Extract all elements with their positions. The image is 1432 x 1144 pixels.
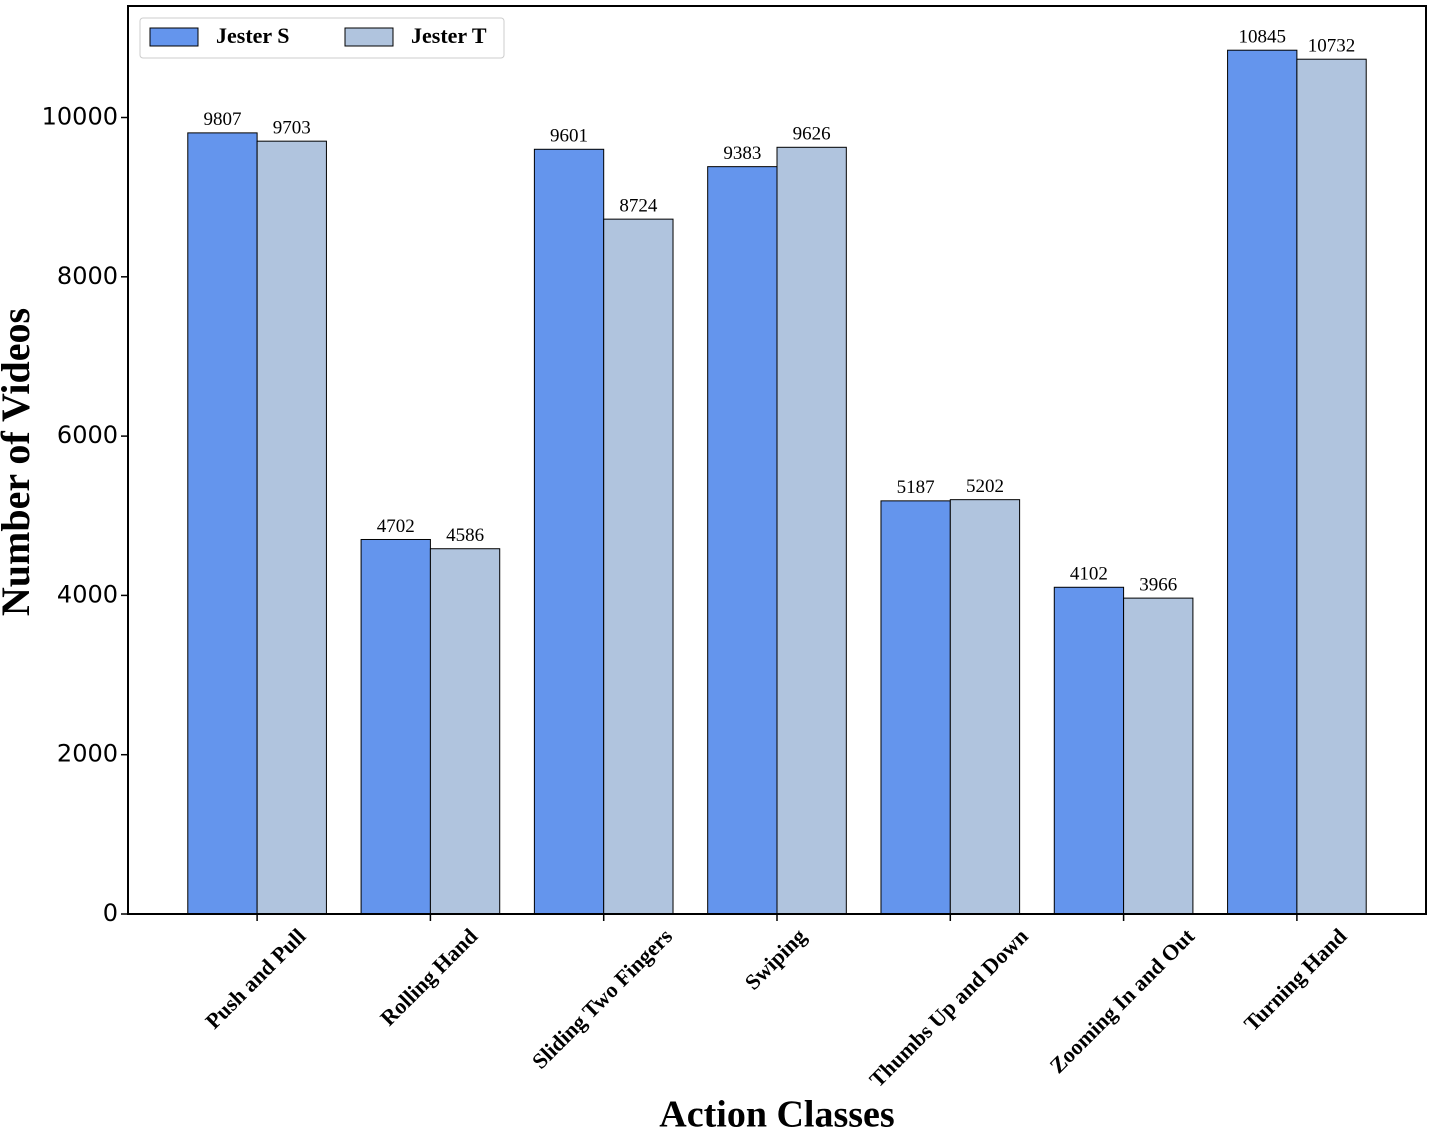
- bar: [880, 500, 951, 915]
- value-label: 9626: [793, 124, 831, 145]
- bar: [429, 548, 501, 915]
- x-tick-label: Zooming In and Out: [1045, 923, 1200, 1078]
- legend-swatch: [344, 27, 394, 47]
- value-label: 9703: [273, 118, 311, 139]
- x-tick-label: Push and Pull: [200, 923, 310, 1033]
- y-tick-label: 0: [103, 899, 118, 927]
- y-axis-label: Number of Videos: [0, 308, 38, 616]
- value-label: 4102: [1070, 564, 1108, 585]
- value-label: 9383: [723, 143, 761, 164]
- y-tick-label: 4000: [57, 580, 118, 608]
- value-label: 5187: [897, 477, 935, 498]
- bar: [776, 146, 847, 915]
- x-tick-label: Thumbs Up and Down: [864, 923, 1033, 1092]
- bar: [1296, 58, 1367, 915]
- value-label: 10732: [1308, 36, 1356, 57]
- value-label: 9601: [550, 126, 588, 147]
- bar: [603, 218, 674, 915]
- value-label: 8724: [619, 196, 658, 217]
- bar: [1123, 597, 1194, 915]
- y-tick-label: 8000: [57, 262, 118, 290]
- value-label: 3966: [1139, 574, 1177, 595]
- y-tick-label: 2000: [57, 740, 118, 768]
- legend-label: Jester S: [216, 23, 290, 48]
- bar: [187, 132, 258, 915]
- value-label: 4586: [446, 525, 484, 546]
- y-tick-label: 10000: [42, 103, 118, 131]
- bar: [360, 538, 431, 915]
- bar: [707, 166, 778, 915]
- legend-label: Jester T: [411, 23, 487, 48]
- x-axis-label: Action Classes: [659, 1094, 894, 1136]
- x-tick-label: Turning Hand: [1239, 923, 1352, 1036]
- x-tick-label: Swiping: [740, 923, 811, 994]
- legend-swatch: [149, 27, 199, 47]
- bar: [1227, 49, 1298, 915]
- bar: [533, 148, 605, 915]
- y-tick-label: 6000: [57, 421, 118, 449]
- bar: [949, 499, 1021, 915]
- legend-box: [139, 17, 505, 59]
- x-tick-label: Sliding Two Fingers: [527, 923, 678, 1074]
- plot-frame: [127, 5, 1427, 915]
- bar: [1053, 586, 1125, 915]
- value-label: 10845: [1238, 27, 1286, 48]
- value-label: 9807: [203, 109, 241, 130]
- value-label: 5202: [966, 476, 1004, 497]
- bar: [256, 140, 327, 915]
- x-tick-label: Rolling Hand: [375, 923, 482, 1030]
- value-label: 4702: [377, 516, 415, 537]
